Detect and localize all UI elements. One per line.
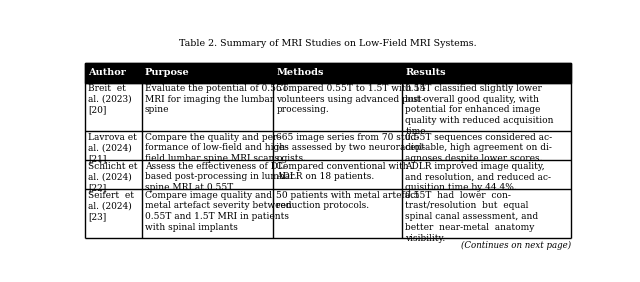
Text: 0.55T classified slightly lower
but overall good quality, with
potential for enh: 0.55T classified slightly lower but over… xyxy=(405,84,554,136)
Text: Compared 0.55T to 1.5T with 14
volunteers using advanced post-
processing.: Compared 0.55T to 1.5T with 14 volunteer… xyxy=(276,84,426,114)
Text: Methods: Methods xyxy=(276,69,324,78)
Text: Seifert  et
al. (2024)
[23]: Seifert et al. (2024) [23] xyxy=(88,191,134,221)
Text: Breit  et
al. (2023)
[20]: Breit et al. (2023) [20] xyxy=(88,84,132,114)
Text: Assess the effectiveness of DL-
based post-processing in lumbar
spine MRI at 0.5: Assess the effectiveness of DL- based po… xyxy=(145,162,294,192)
Bar xyxy=(85,63,571,83)
Text: Author: Author xyxy=(88,69,126,78)
Text: 0.55T  had  lower  con-
trast/resolution  but  equal
spinal canal assessment, an: 0.55T had lower con- trast/resolution bu… xyxy=(405,191,538,243)
Bar xyxy=(85,83,571,131)
Bar xyxy=(85,190,571,238)
Text: Compared conventional with
ADLR on 18 patients.: Compared conventional with ADLR on 18 pa… xyxy=(276,162,409,181)
Bar xyxy=(85,160,571,190)
Bar xyxy=(85,131,571,160)
Text: Purpose: Purpose xyxy=(145,69,189,78)
Text: Results: Results xyxy=(405,69,446,78)
Text: Schlicht et
al. (2024)
[22]: Schlicht et al. (2024) [22] xyxy=(88,162,138,192)
Text: 50 patients with metal artefact
reduction protocols.: 50 patients with metal artefact reductio… xyxy=(276,191,419,210)
Text: Table 2. Summary of MRI Studies on Low-Field MRI Systems.: Table 2. Summary of MRI Studies on Low-F… xyxy=(179,39,477,48)
Text: 665 image series from 70 stud-
ies assessed by two neuroradiol-
ogists.: 665 image series from 70 stud- ies asses… xyxy=(276,133,426,163)
Text: Evaluate the potential of 0.55T
MRI for imaging the lumbar
spine: Evaluate the potential of 0.55T MRI for … xyxy=(145,84,288,114)
Text: 0.55T sequences considered ac-
ceptable, high agreement on di-
agnoses despite l: 0.55T sequences considered ac- ceptable,… xyxy=(405,133,552,163)
Text: Compare the quality and per-
formance of low-field and high-
field lumbar spine : Compare the quality and per- formance of… xyxy=(145,133,288,163)
Text: (Continues on next page): (Continues on next page) xyxy=(461,241,571,250)
Text: ADLR improved image quality,
and resolution, and reduced ac-
quisition time by 4: ADLR improved image quality, and resolut… xyxy=(405,162,552,192)
Text: Compare image quality and
metal artefact severity between
0.55T and 1.5T MRI in : Compare image quality and metal artefact… xyxy=(145,191,292,232)
Text: Lavrova et
al. (2024)
[21]: Lavrova et al. (2024) [21] xyxy=(88,133,137,163)
